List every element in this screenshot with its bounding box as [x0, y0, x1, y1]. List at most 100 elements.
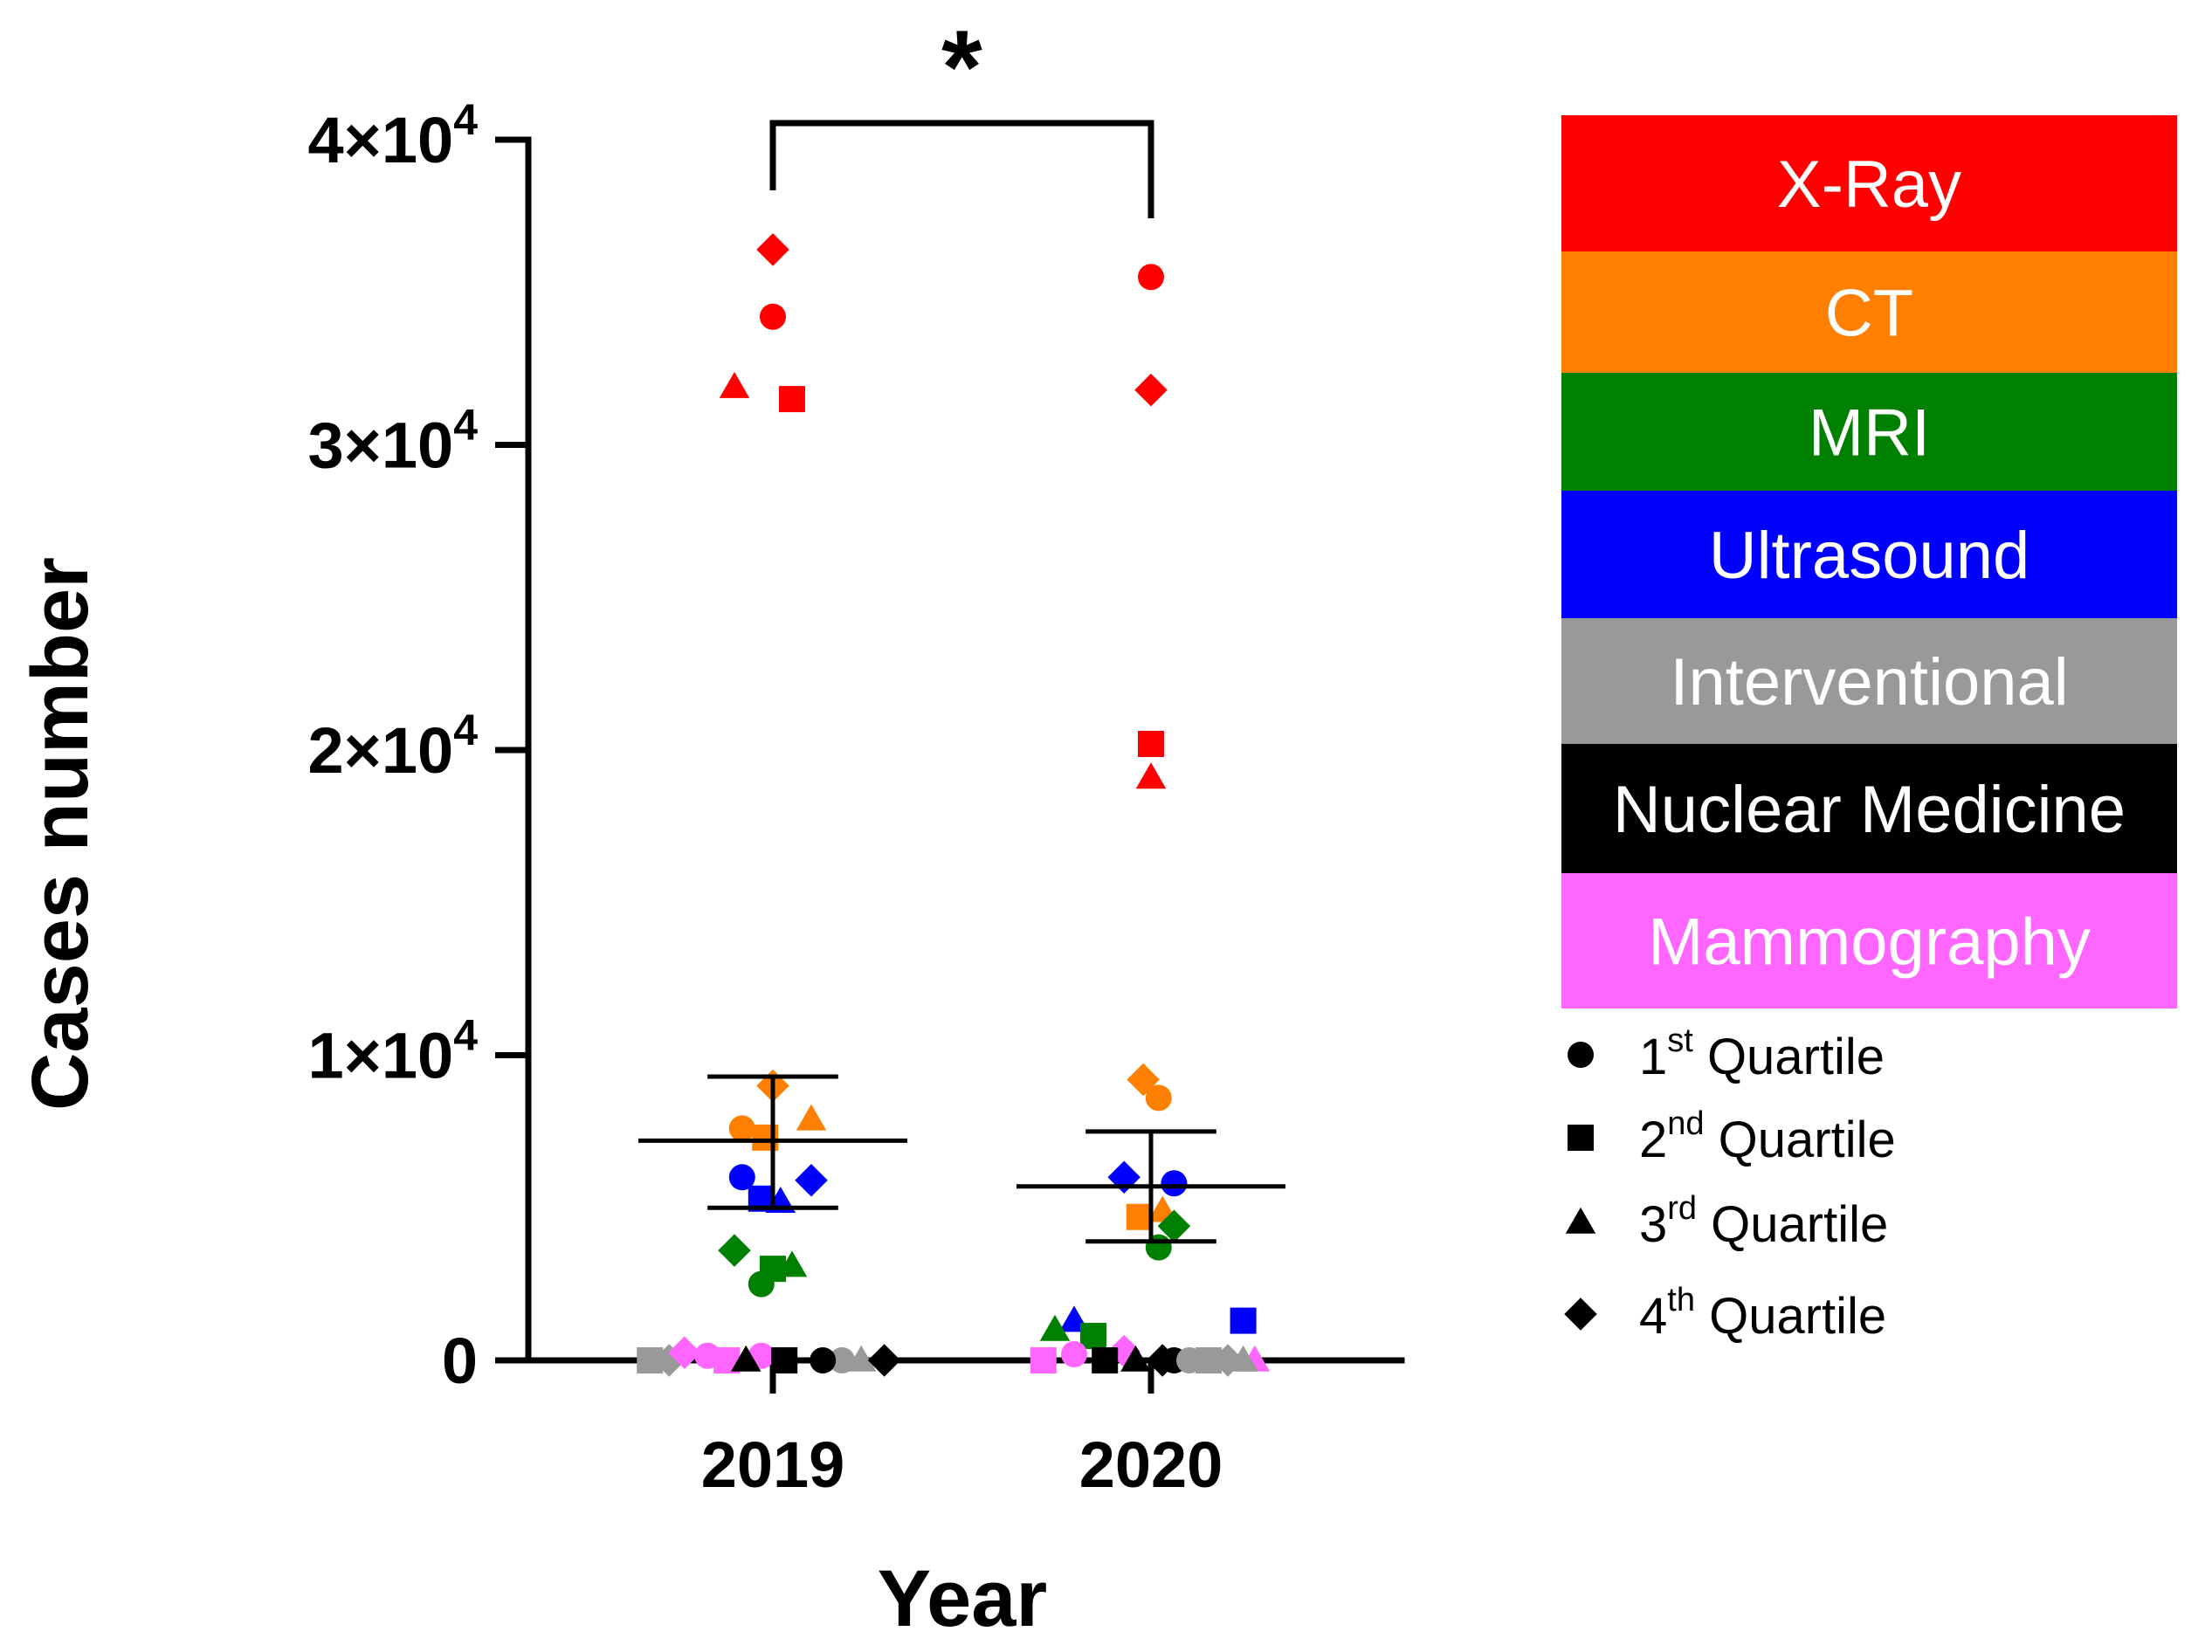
y-tick-label: 1×104 [308, 1011, 479, 1092]
triangle-icon [1565, 1207, 1596, 1234]
point-2019-ultrasound-diamond [795, 1164, 828, 1197]
mean-sd-bars [638, 1074, 1285, 1244]
point-2019-nuclear-medicine-triangle [730, 1345, 761, 1372]
point-2020-x-ray-circle [1138, 264, 1164, 291]
data-points [637, 233, 1271, 1377]
point-2019-mri-circle [748, 1270, 775, 1298]
quartile-label: 1st Quartile [1639, 1022, 1885, 1085]
quartile-label: 2nd Quartile [1639, 1105, 1896, 1168]
legend-item-ultrasound: Ultrasound [1561, 491, 2177, 618]
quartile-ordinal-suffix: th [1667, 1282, 1695, 1318]
quartile-ordinal-suffix: nd [1667, 1105, 1704, 1142]
point-2019-nuclear-medicine-square [771, 1347, 798, 1373]
point-2019-ultrasound-circle [728, 1164, 755, 1191]
legend-label: Mammography [1648, 905, 2091, 980]
legend-item-x-ray: X-Ray [1561, 115, 2177, 251]
quartile-word: Quartile [1695, 1288, 1886, 1345]
legend-label: Interventional [1670, 645, 2068, 719]
point-2020-mri-triangle [1039, 1314, 1071, 1341]
point-2020-ct-circle [1145, 1084, 1172, 1112]
quartile-number: 2 [1639, 1112, 1667, 1168]
y-tick-exponent: 4 [453, 401, 478, 450]
significance-bracket: * [769, 9, 1154, 218]
y-tick-label: 2×104 [308, 706, 479, 787]
quartile-number: 1 [1639, 1029, 1667, 1085]
point-2020-nuclear-medicine-square [1092, 1347, 1119, 1373]
legend-label: Ultrasound [1709, 519, 2030, 593]
legend: X-Ray CT MRI Ultrasound Interventional Nuclea… [1561, 115, 2177, 1008]
quartile-word: Quartile [1705, 1112, 1896, 1168]
quartile-legend-triangle: 3rd Quartile [1565, 1190, 1888, 1253]
y-tick-label: 0 [442, 1325, 478, 1397]
quartile-legend-square: 2nd Quartile [1568, 1105, 1896, 1168]
legend-item-mammography: Mammography [1561, 873, 2177, 1008]
point-2019-mammography-diamond [668, 1336, 701, 1370]
point-2020-mammography-square [1030, 1347, 1057, 1373]
quartile-ordinal-suffix: rd [1667, 1190, 1697, 1227]
bracket-line [769, 120, 1154, 218]
legend-label: Nuclear Medicine [1613, 773, 2126, 847]
point-2020-ultrasound-circle [1161, 1170, 1188, 1197]
point-2020-mammography-circle [1061, 1341, 1087, 1368]
point-2019-x-ray-circle [760, 303, 786, 330]
legend-swatch [1561, 373, 2177, 491]
circle-icon [1568, 1042, 1594, 1068]
diamond-icon [1564, 1298, 1597, 1331]
point-2020-ultrasound-square [1230, 1307, 1257, 1334]
legend-label: MRI [1809, 396, 1930, 471]
quartile-number: 4 [1639, 1288, 1667, 1345]
summary-2019 [638, 1074, 907, 1210]
legend-item-mri: MRI [1561, 373, 2177, 491]
point-2019-mri-diamond [718, 1234, 751, 1267]
point-2020-x-ray-square [1138, 731, 1164, 758]
point-2019-x-ray-triangle [719, 371, 750, 398]
y-axis-title: Cases number [16, 557, 105, 1111]
legend-item-nuclear-medicine: Nuclear Medicine [1561, 744, 2177, 873]
y-tick-mantissa: 2×10 [308, 714, 454, 787]
summary-2020 [1016, 1129, 1285, 1244]
point-2019-nuclear-medicine-diamond [867, 1344, 901, 1377]
y-tick-mantissa: 1×10 [308, 1020, 454, 1092]
quartile-label: 4th Quartile [1639, 1282, 1886, 1345]
x-ticks: 2019 2020 [701, 1360, 1223, 1501]
significance-asterisk: * [941, 9, 982, 126]
y-tick-mantissa: 3×10 [308, 410, 454, 482]
legend-label: CT [1825, 277, 1913, 351]
y-tick-exponent: 4 [453, 1011, 478, 1060]
square-icon [1568, 1125, 1594, 1151]
point-2019-ct-triangle [796, 1104, 827, 1131]
point-2019-nuclear-medicine-circle [810, 1347, 837, 1373]
quartile-legend-diamond: 4th Quartile [1564, 1282, 1886, 1345]
quartile-number: 3 [1639, 1196, 1667, 1253]
quartile-word: Quartile [1697, 1196, 1888, 1253]
point-2020-ct-square [1126, 1203, 1153, 1230]
point-2020-interventional-triangle [1228, 1345, 1258, 1372]
legend-swatch [1561, 491, 2177, 618]
legend-swatch [1561, 115, 2177, 251]
point-2019-interventional-circle [829, 1347, 856, 1373]
point-2020-x-ray-triangle [1135, 762, 1167, 789]
quartile-ordinal-suffix: st [1667, 1022, 1693, 1059]
y-tick-exponent: 4 [453, 95, 478, 144]
point-2019-x-ray-diamond [756, 233, 789, 266]
point-2020-nuclear-medicine-triangle [1120, 1345, 1151, 1372]
x-tick-label-2019: 2019 [701, 1428, 845, 1501]
legend-swatch [1561, 744, 2177, 873]
quartile-legend-circle: 1st Quartile [1568, 1022, 1885, 1085]
legend-item-interventional: Interventional [1561, 618, 2177, 744]
legend-swatch [1561, 873, 2177, 1008]
point-2019-x-ray-square [779, 386, 805, 413]
legend-swatch [1561, 251, 2177, 373]
y-tick-label: 4×104 [308, 95, 479, 176]
x-axis-title: Year [878, 1554, 1047, 1643]
quartile-word: Quartile [1693, 1029, 1885, 1085]
legend-swatch [1561, 618, 2177, 744]
y-tick-label: 3×104 [308, 401, 479, 482]
quartile-label: 3rd Quartile [1639, 1190, 1888, 1253]
legend-label: X-Ray [1777, 148, 1961, 222]
legend-item-ct: CT [1561, 251, 2177, 373]
